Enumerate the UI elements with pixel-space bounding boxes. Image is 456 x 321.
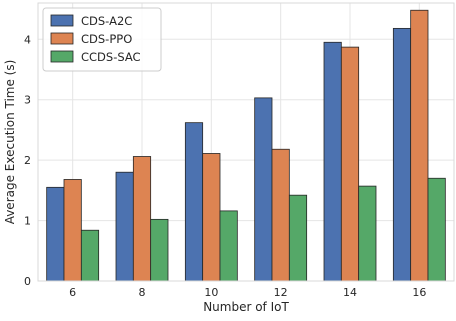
legend-swatch bbox=[50, 32, 74, 45]
bar-ccds-sac-16 bbox=[427, 177, 446, 282]
legend-swatch bbox=[50, 50, 74, 63]
x-tick-label: 10 bbox=[204, 286, 218, 299]
bar-cds-a2c-16 bbox=[392, 27, 412, 282]
bar-cds-a2c-8 bbox=[115, 171, 134, 282]
bar-cds-ppo-6 bbox=[63, 179, 82, 282]
x-tick-label: 6 bbox=[69, 286, 76, 299]
bar-cds-ppo-10 bbox=[202, 153, 221, 282]
bar-cds-a2c-10 bbox=[184, 122, 204, 282]
bar-cds-a2c-6 bbox=[46, 186, 65, 282]
bar-cds-ppo-8 bbox=[132, 156, 152, 282]
plot-frame bbox=[37, 2, 455, 282]
bar-cds-ppo-12 bbox=[271, 148, 290, 282]
legend-label: CDS-A2C bbox=[81, 14, 132, 28]
bar-ccds-sac-14 bbox=[358, 185, 377, 282]
legend: CDS-A2C CDS-PPO CCDS-SAC bbox=[42, 7, 162, 72]
y-tick-label: 0 bbox=[24, 275, 31, 288]
x-tick-label: 16 bbox=[412, 286, 426, 299]
x-tick-label: 12 bbox=[274, 286, 288, 299]
y-axis-label: Average Execution Time (s) bbox=[3, 60, 17, 225]
bar-ccds-sac-10 bbox=[219, 210, 238, 282]
x-axis-ticks: 6 8 10 12 14 16 bbox=[69, 286, 426, 299]
bar-ccds-sac-12 bbox=[288, 194, 308, 282]
legend-swatch bbox=[50, 14, 74, 27]
legend-label: CDS-PPO bbox=[81, 32, 132, 46]
bar-cds-ppo-14 bbox=[340, 46, 360, 282]
x-tick-label: 8 bbox=[139, 286, 146, 299]
bar-ccds-sac-6 bbox=[80, 229, 100, 282]
bar-cds-a2c-14 bbox=[323, 41, 342, 282]
y-tick-label: 2 bbox=[24, 154, 31, 167]
y-tick-label: 4 bbox=[24, 33, 31, 46]
y-tick-label: 3 bbox=[24, 94, 31, 107]
legend-label: CCDS-SAC bbox=[81, 50, 141, 64]
bar-cds-ppo-16 bbox=[410, 9, 429, 282]
y-axis-ticks: 0 1 2 3 4 bbox=[24, 33, 31, 288]
x-tick-label: 14 bbox=[343, 286, 357, 299]
y-tick-label: 1 bbox=[24, 215, 31, 228]
bar-cds-a2c-12 bbox=[254, 97, 273, 282]
bar-ccds-sac-8 bbox=[150, 218, 169, 282]
x-axis-label: Number of IoT bbox=[203, 300, 289, 314]
